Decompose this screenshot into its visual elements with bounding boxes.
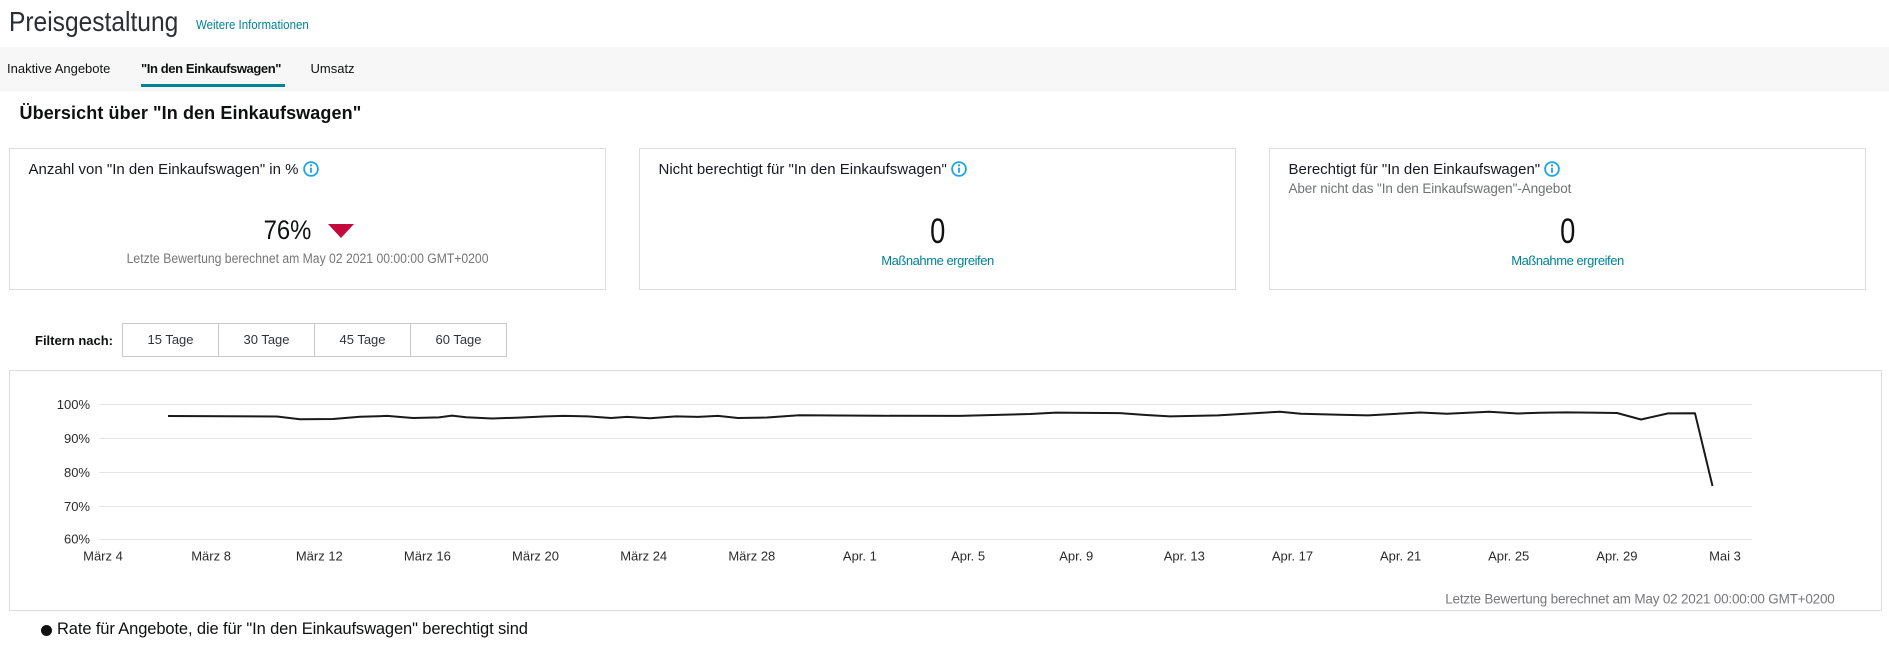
svg-text:März 16: März 16 <box>404 548 451 563</box>
svg-text:März 12: März 12 <box>296 548 343 563</box>
svg-text:Apr. 21: Apr. 21 <box>1380 548 1421 563</box>
svg-text:Apr. 5: Apr. 5 <box>951 548 985 563</box>
svg-text:Letzte Bewertung berechnet am: Letzte Bewertung berechnet am May 02 202… <box>1445 592 1834 607</box>
svg-text:März 20: März 20 <box>512 548 559 563</box>
svg-text:Apr. 13: Apr. 13 <box>1164 548 1205 563</box>
svg-text:Apr. 1: Apr. 1 <box>843 548 877 563</box>
svg-text:Apr. 17: Apr. 17 <box>1272 548 1313 563</box>
svg-text:März 4: März 4 <box>83 548 123 563</box>
svg-text:März 24: März 24 <box>620 548 667 563</box>
svg-text:März 28: März 28 <box>728 548 775 563</box>
svg-text:Apr. 29: Apr. 29 <box>1596 548 1637 563</box>
svg-text:Apr. 25: Apr. 25 <box>1488 548 1529 563</box>
svg-text:Apr. 9: Apr. 9 <box>1059 548 1093 563</box>
svg-text:70%: 70% <box>64 499 90 514</box>
svg-text:100%: 100% <box>57 397 91 412</box>
svg-text:Mai 3: Mai 3 <box>1709 548 1741 563</box>
svg-text:März 8: März 8 <box>191 548 231 563</box>
svg-text:60%: 60% <box>64 532 90 547</box>
svg-text:80%: 80% <box>64 465 90 480</box>
svg-text:90%: 90% <box>64 431 90 446</box>
